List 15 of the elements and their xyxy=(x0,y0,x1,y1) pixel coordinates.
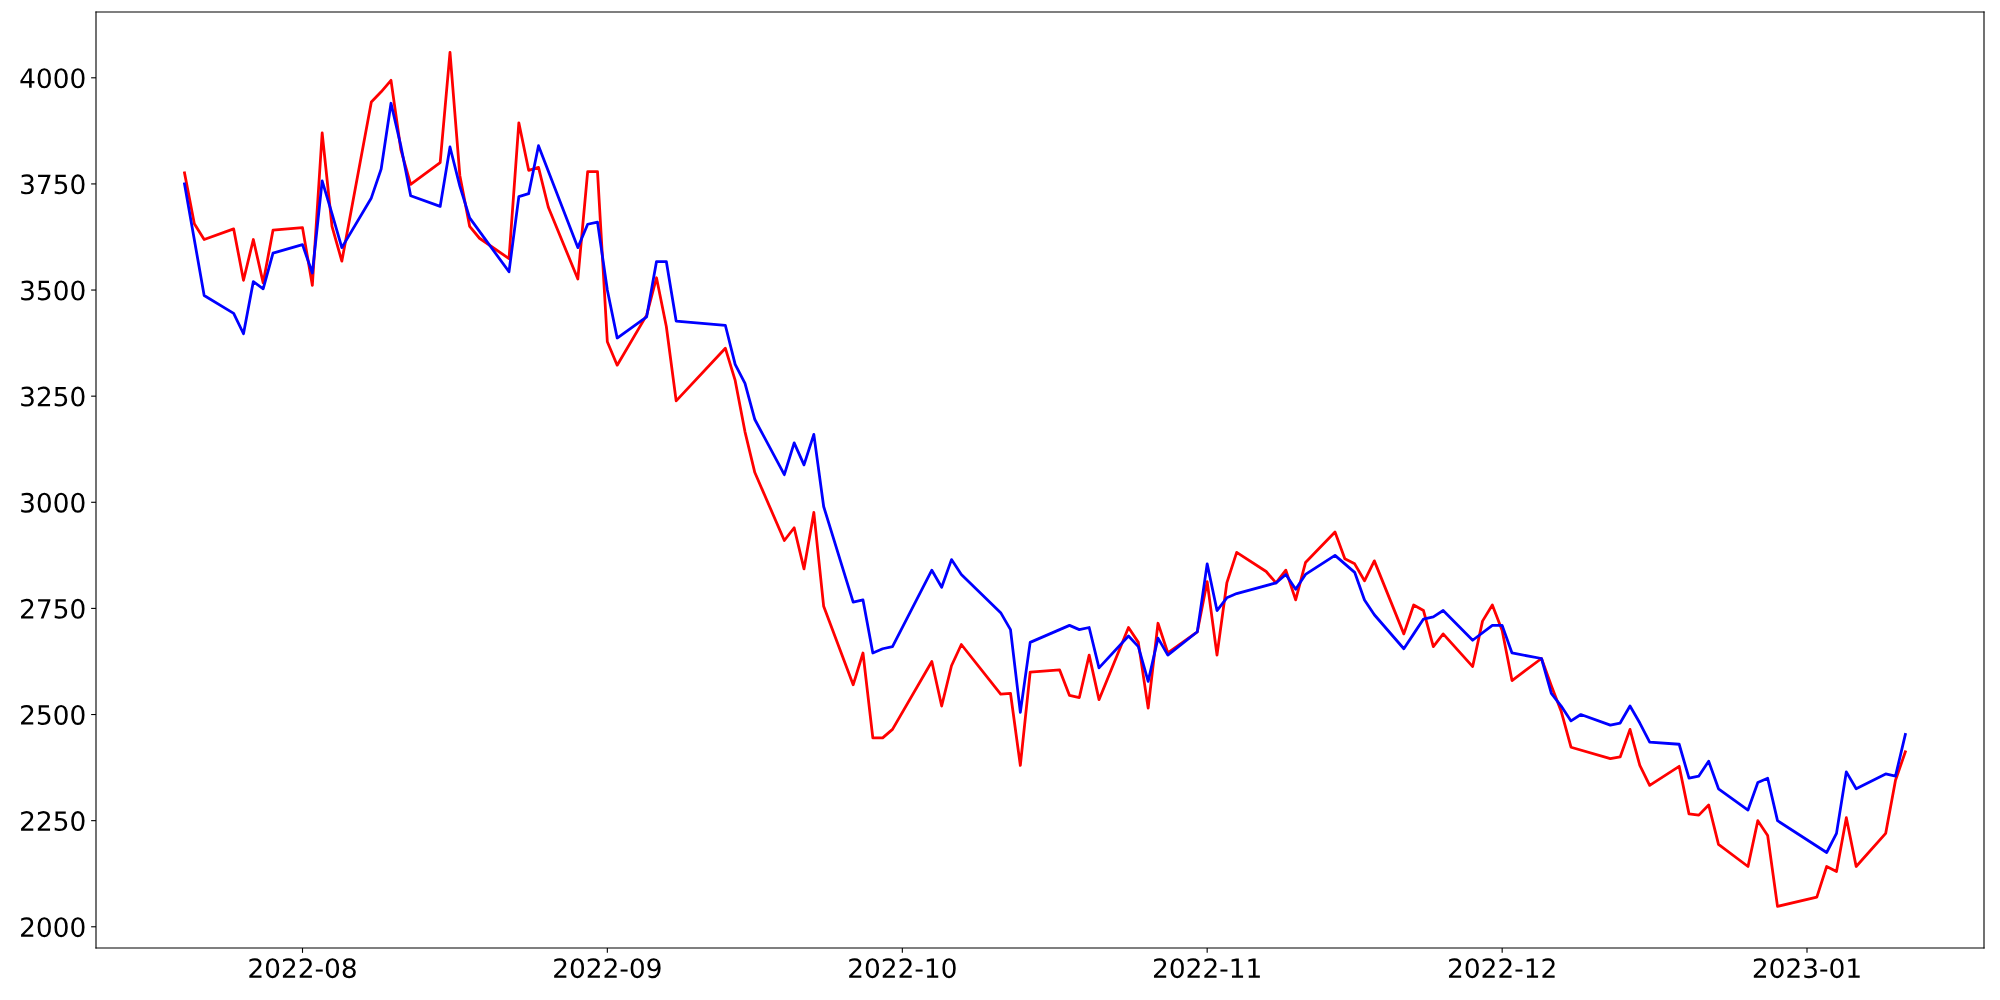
y-tick-label: 3000 xyxy=(21,492,85,513)
y-tick-label: 2500 xyxy=(21,704,85,725)
x-tick-label: 2022-10 xyxy=(849,958,956,979)
y-tick-label: 2250 xyxy=(21,811,85,832)
x-tick-label: 2022-08 xyxy=(249,958,356,979)
y-tick-label: 2000 xyxy=(21,917,85,938)
y-tick-label: 3250 xyxy=(21,386,85,407)
y-tick-label: 3750 xyxy=(21,174,85,195)
y-tick-label: 3500 xyxy=(21,280,85,301)
x-tick-label: 2022-12 xyxy=(1448,958,1555,979)
y-tick-label: 4000 xyxy=(20,68,85,89)
x-tick-label: 2022-09 xyxy=(554,958,661,979)
x-tick-label: 2023-01 xyxy=(1753,958,1860,979)
x-tick-label: 2022-11 xyxy=(1153,958,1260,979)
y-tick-label: 2750 xyxy=(21,598,85,619)
